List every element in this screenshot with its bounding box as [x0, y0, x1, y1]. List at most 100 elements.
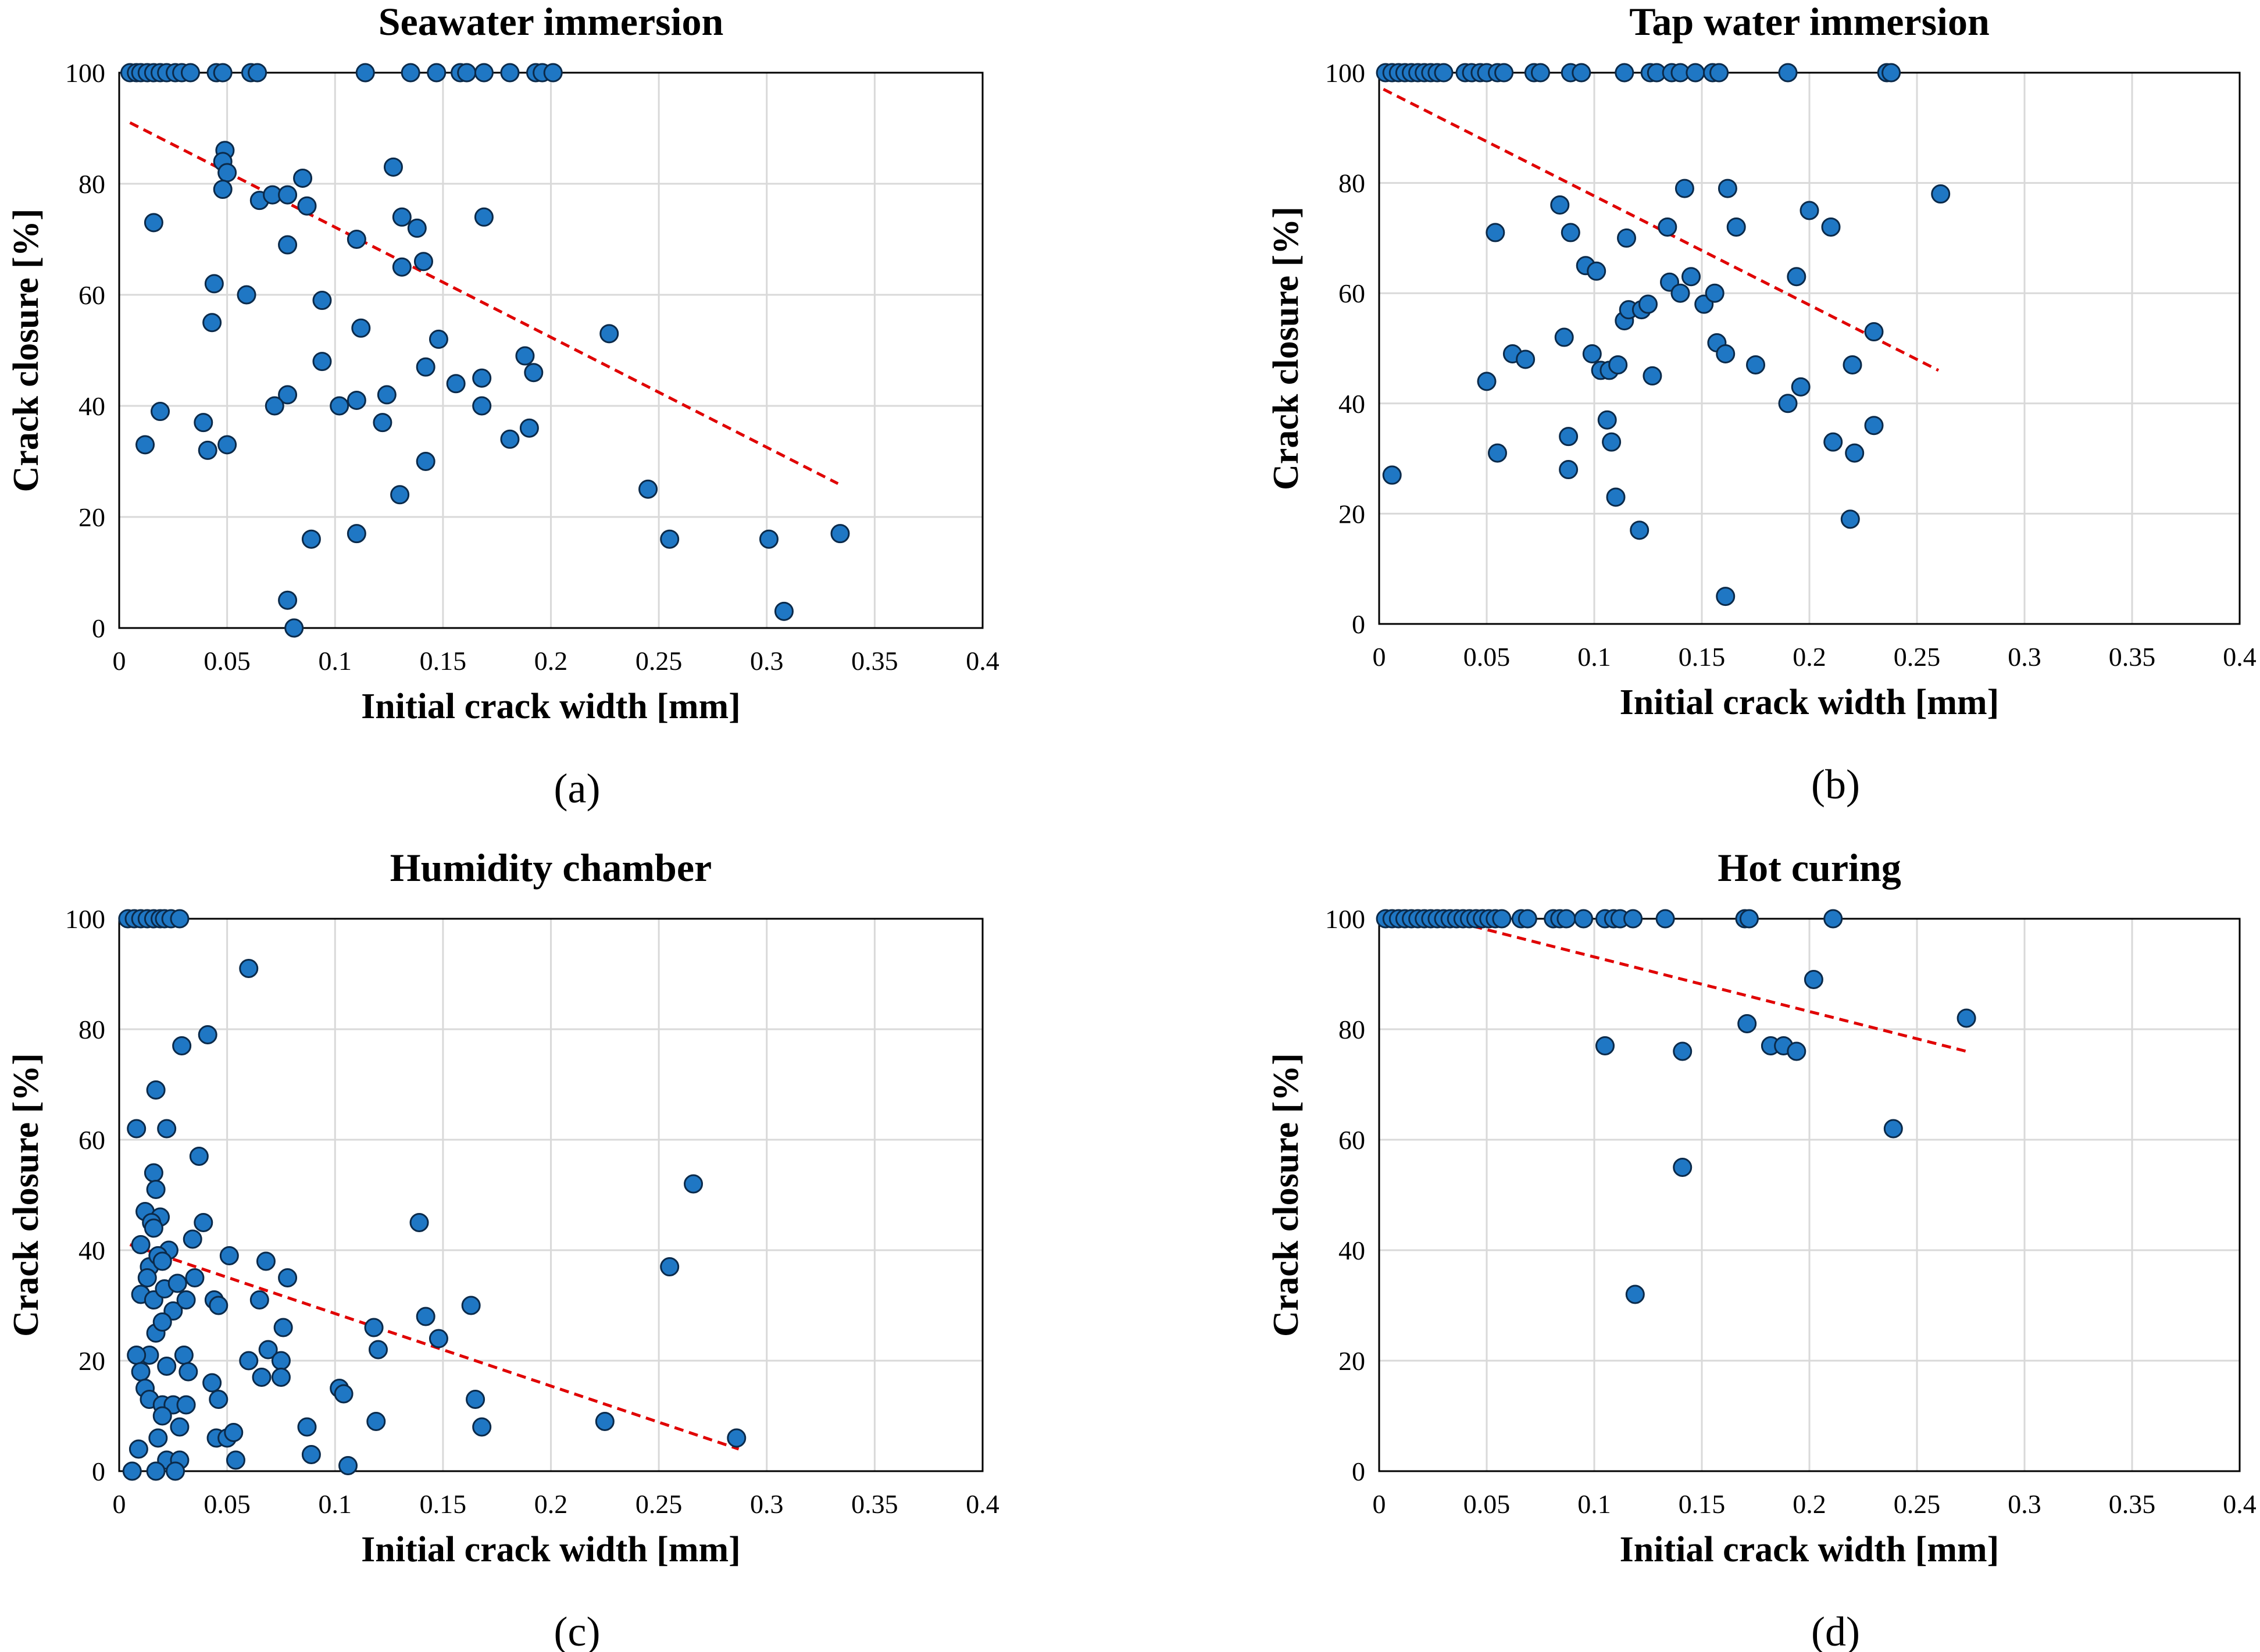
- y-tick-label: 20: [1338, 499, 1365, 529]
- data-point: [146, 1080, 166, 1100]
- data-point: [1931, 184, 1951, 204]
- data-point: [1843, 355, 1862, 374]
- x-tick-label: 0.15: [1679, 1489, 1726, 1519]
- data-point: [1615, 63, 1634, 83]
- data-point: [1625, 1285, 1645, 1304]
- data-point: [217, 163, 237, 183]
- data-point: [278, 1268, 298, 1287]
- x-tick-label: 0.15: [420, 1489, 467, 1519]
- panel-label: (a): [554, 765, 601, 812]
- data-point: [1821, 217, 1841, 237]
- data-point: [413, 252, 433, 272]
- data-point: [543, 63, 563, 83]
- data-point: [1673, 1041, 1693, 1061]
- data-point: [1494, 63, 1514, 83]
- data-point: [1823, 432, 1843, 452]
- y-tick-label: 80: [1338, 1015, 1365, 1044]
- data-point: [152, 1406, 172, 1426]
- data-point: [135, 435, 155, 455]
- data-point: [1823, 909, 1843, 929]
- data-point: [1673, 1158, 1693, 1177]
- y-axis-label: Crack closure [%]: [6, 209, 46, 493]
- data-point: [1746, 355, 1765, 374]
- data-point: [351, 318, 371, 338]
- data-point: [660, 1257, 680, 1276]
- data-point: [1956, 1008, 1976, 1028]
- data-point: [1556, 909, 1576, 929]
- x-axis-label: Initial crack width [mm]: [361, 1530, 741, 1569]
- x-tick-label: 0.25: [635, 1489, 683, 1519]
- data-point: [144, 1218, 163, 1238]
- data-point: [383, 157, 403, 177]
- data-point: [500, 429, 520, 449]
- y-tick-label: 20: [1338, 1346, 1365, 1376]
- y-tick-label: 0: [92, 1457, 105, 1486]
- data-point: [312, 291, 332, 311]
- data-point: [377, 385, 397, 405]
- data-point: [271, 1368, 291, 1387]
- chart-tap-water-immersion: 0 0.05 0.1 0.15 0.2 0.25 0.3 0.35 0.4 0 20 40 60 80 10…: [1266, 0, 2257, 808]
- data-point: [416, 1307, 435, 1326]
- data-point: [500, 63, 520, 83]
- y-tick-label: 60: [78, 280, 105, 310]
- data-point: [1716, 587, 1736, 606]
- data-point: [157, 1357, 177, 1376]
- data-point: [181, 63, 201, 83]
- data-point: [1582, 344, 1602, 363]
- data-point: [297, 196, 317, 216]
- data-point: [1434, 63, 1454, 83]
- plot-frame: [1378, 918, 2241, 1472]
- data-point: [157, 1119, 177, 1139]
- data-point: [176, 1395, 196, 1415]
- data-point: [1726, 217, 1746, 237]
- gridlines: [118, 72, 984, 629]
- data-point: [198, 440, 217, 460]
- data-point: [347, 230, 366, 249]
- x-tick-label: 0.35: [851, 1489, 898, 1519]
- data-point: [144, 1163, 163, 1183]
- data-point: [1630, 520, 1650, 540]
- data-point: [416, 357, 435, 377]
- data-point: [1791, 377, 1811, 397]
- data-point: [457, 63, 477, 83]
- data-point: [1716, 344, 1736, 363]
- y-tick-label: 100: [65, 904, 105, 934]
- data-point: [151, 402, 170, 422]
- trend-line: [1443, 917, 1967, 1053]
- x-tick-label: 0.1: [319, 646, 352, 676]
- x-tick-label: 0.1: [319, 1489, 352, 1519]
- data-point: [1597, 410, 1617, 430]
- data-point: [146, 1461, 166, 1481]
- data-point: [128, 1439, 148, 1459]
- data-point: [131, 1235, 151, 1254]
- x-tick-label: 0.25: [1894, 1489, 1941, 1519]
- data-point: [409, 1213, 429, 1232]
- data-point: [1606, 487, 1626, 507]
- data-point: [474, 63, 494, 83]
- data-point: [146, 1180, 166, 1199]
- data-point: [1617, 228, 1636, 248]
- data-point: [524, 363, 544, 383]
- data-point: [1477, 372, 1497, 391]
- data-point: [1554, 327, 1574, 347]
- chart-seawater-immersion: 0 0.05 0.1 0.15 0.2 0.25 0.3 0.35 0.4 0 20 40 60 80 10…: [6, 0, 999, 812]
- chart-title: Hot curing: [1718, 845, 1901, 890]
- data-point: [172, 1036, 192, 1055]
- data-point: [373, 413, 392, 433]
- x-tick-label: 0.2: [534, 1489, 568, 1519]
- data-point: [185, 1268, 205, 1287]
- y-tick-label: 80: [1338, 169, 1365, 198]
- data-point: [684, 1174, 704, 1194]
- x-tick-label: 0.05: [203, 646, 251, 676]
- x-tick-label: 0.4: [966, 1489, 999, 1519]
- data-point: [152, 1251, 172, 1271]
- data-point: [1488, 443, 1507, 463]
- data-point: [194, 413, 213, 433]
- data-point: [1655, 909, 1675, 929]
- data-point: [301, 529, 321, 549]
- data-point: [217, 435, 237, 455]
- x-tick-label: 0.4: [2223, 642, 2257, 672]
- data-point: [407, 218, 427, 238]
- data-point: [1864, 322, 1884, 342]
- y-tick-label: 60: [1338, 279, 1365, 308]
